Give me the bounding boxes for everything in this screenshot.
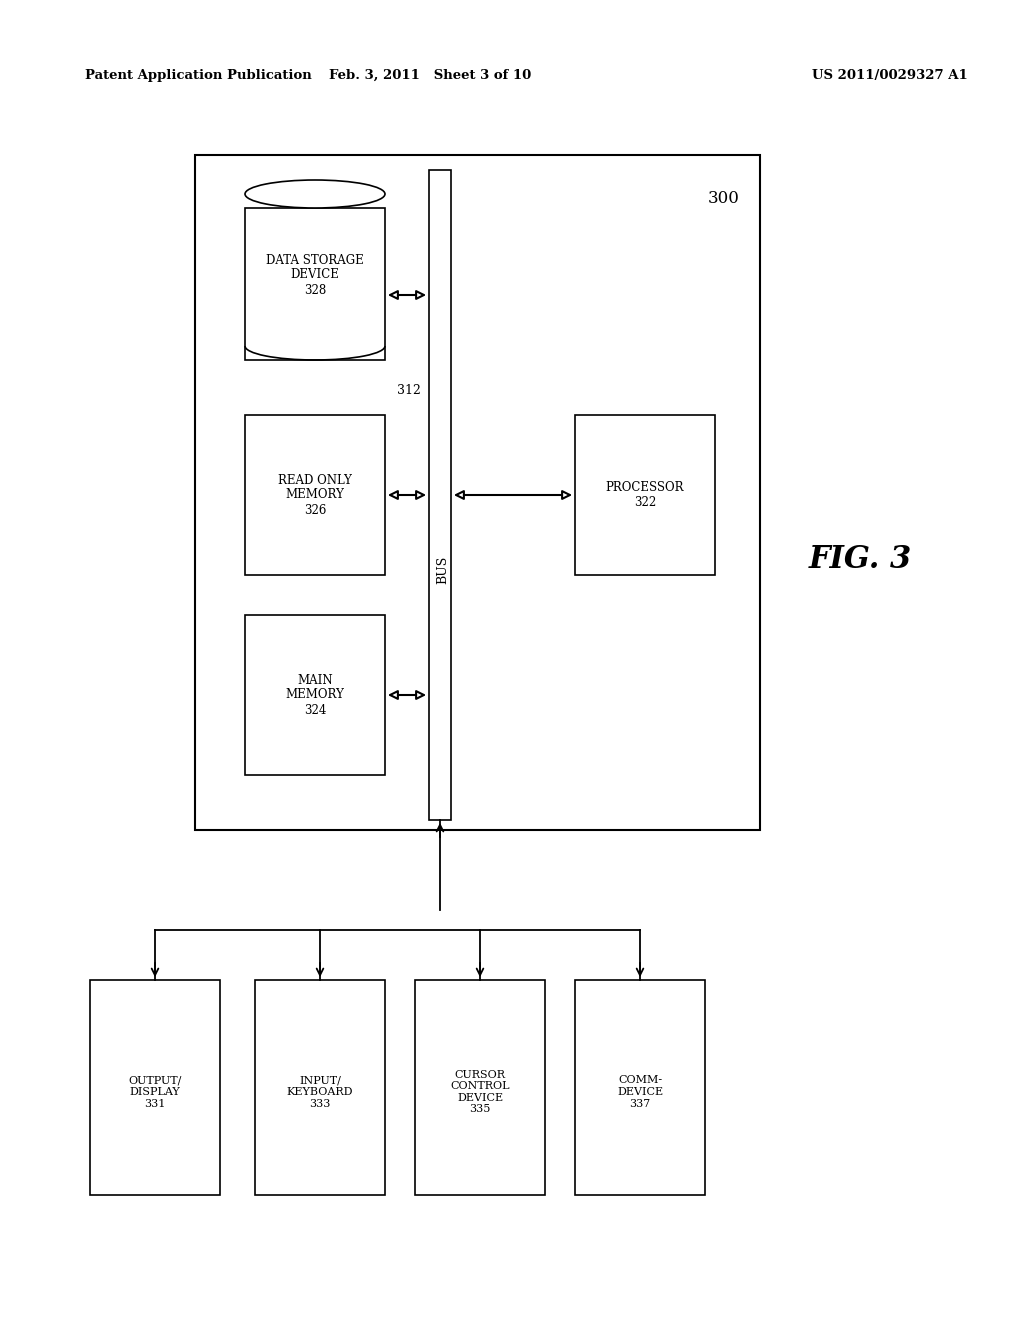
Text: COMM-
DEVICE
337: COMM- DEVICE 337 <box>616 1076 664 1109</box>
Text: FIG. 3: FIG. 3 <box>808 544 911 576</box>
Text: BUS: BUS <box>436 556 450 585</box>
Bar <box>429 170 451 820</box>
Bar <box>195 154 760 830</box>
Bar <box>575 414 715 576</box>
Bar <box>575 979 705 1195</box>
Bar <box>90 979 220 1195</box>
Bar <box>415 979 545 1195</box>
Bar <box>245 209 385 360</box>
Text: PROCESSOR
322: PROCESSOR 322 <box>606 480 684 510</box>
Bar <box>255 979 385 1195</box>
Text: CURSOR
CONTROL
DEVICE
335: CURSOR CONTROL DEVICE 335 <box>451 1069 510 1114</box>
Text: Patent Application Publication: Patent Application Publication <box>85 69 311 82</box>
Bar <box>245 414 385 576</box>
Text: OUTPUT/
DISPLAY
331: OUTPUT/ DISPLAY 331 <box>128 1076 181 1109</box>
Ellipse shape <box>245 180 385 209</box>
Text: Feb. 3, 2011   Sheet 3 of 10: Feb. 3, 2011 Sheet 3 of 10 <box>329 69 531 82</box>
Text: DATA STORAGE
DEVICE
328: DATA STORAGE DEVICE 328 <box>266 253 364 297</box>
Text: MAIN
MEMORY
324: MAIN MEMORY 324 <box>286 673 344 717</box>
Bar <box>245 615 385 775</box>
Text: 300: 300 <box>709 190 740 207</box>
Text: READ ONLY
MEMORY
326: READ ONLY MEMORY 326 <box>279 474 352 516</box>
Text: 312: 312 <box>397 384 421 396</box>
Text: US 2011/0029327 A1: US 2011/0029327 A1 <box>812 69 968 82</box>
Text: INPUT/
KEYBOARD
333: INPUT/ KEYBOARD 333 <box>287 1076 353 1109</box>
